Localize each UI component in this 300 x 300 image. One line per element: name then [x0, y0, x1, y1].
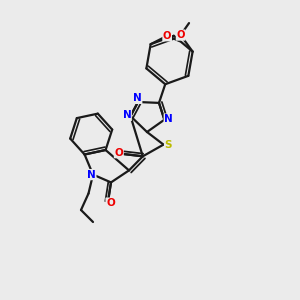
Text: O: O: [163, 31, 171, 41]
Text: N: N: [133, 93, 142, 103]
Text: N: N: [87, 169, 96, 180]
Text: O: O: [114, 148, 123, 158]
Text: N: N: [122, 110, 131, 121]
Text: N: N: [164, 114, 173, 124]
Text: O: O: [106, 198, 115, 208]
Text: O: O: [176, 30, 185, 40]
Text: S: S: [165, 140, 172, 150]
